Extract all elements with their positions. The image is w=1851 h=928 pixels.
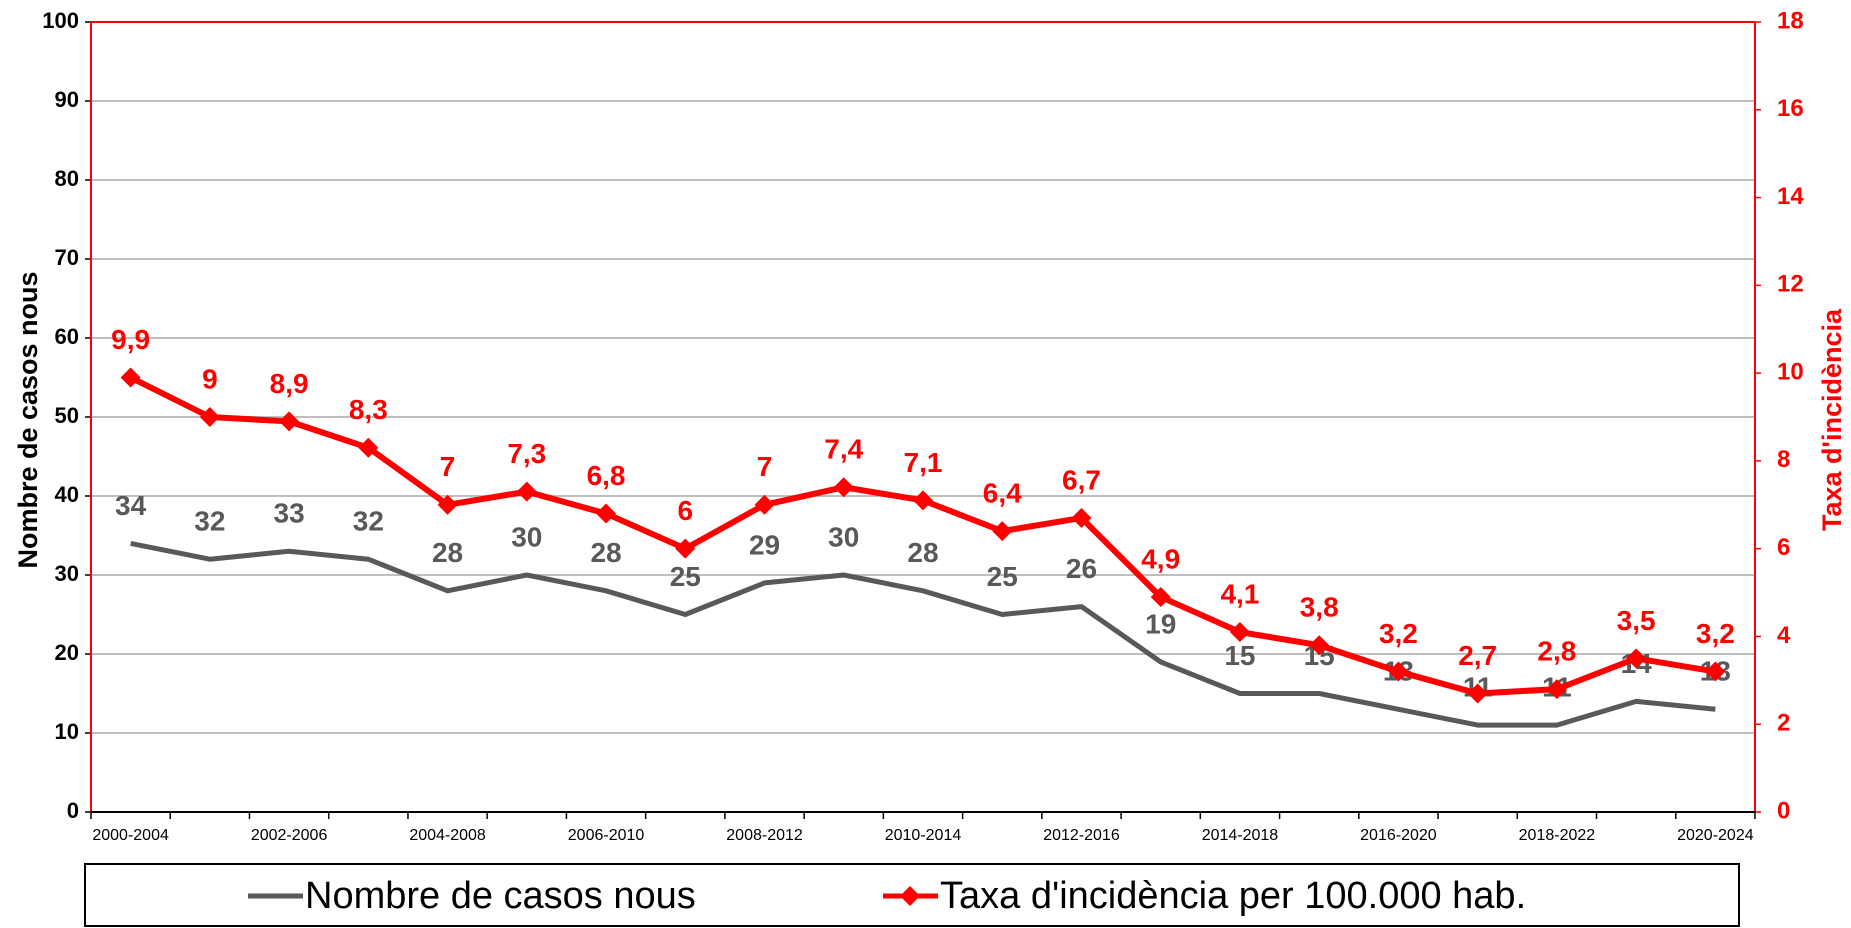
marker bbox=[1150, 586, 1171, 607]
marker bbox=[754, 494, 775, 515]
marker bbox=[1467, 683, 1488, 704]
marker bbox=[992, 521, 1013, 542]
data-label: 8,9 bbox=[270, 368, 309, 399]
marker bbox=[833, 477, 854, 498]
data-label: 6,4 bbox=[983, 478, 1022, 509]
x-tick-label: 2020-2024 bbox=[1677, 827, 1754, 844]
y2-tick-label: 0 bbox=[1777, 797, 1790, 824]
series-line bbox=[130, 540, 1716, 728]
y-tick-label: 60 bbox=[55, 324, 79, 349]
legend-label: Taxa d'incidència per 100.000 hab. bbox=[940, 875, 1526, 917]
data-label: 7 bbox=[440, 451, 456, 482]
y2-tick-label: 10 bbox=[1777, 358, 1804, 385]
marker bbox=[675, 538, 696, 559]
marker bbox=[120, 367, 141, 388]
data-label: 6,8 bbox=[587, 460, 626, 491]
marker bbox=[1071, 507, 1092, 528]
y-tick-label: 80 bbox=[55, 166, 79, 191]
data-label: 4,1 bbox=[1220, 578, 1259, 609]
y-tick-label: 100 bbox=[42, 8, 79, 33]
marker bbox=[437, 494, 458, 515]
marker bbox=[1546, 679, 1567, 700]
y2-tick-label: 18 bbox=[1777, 7, 1804, 34]
data-label: 34 bbox=[115, 490, 147, 521]
data-label: 19 bbox=[1145, 608, 1176, 639]
x-tick-label: 2002-2006 bbox=[251, 827, 328, 844]
data-label: 7,1 bbox=[904, 447, 943, 478]
marker bbox=[358, 437, 379, 458]
data-label: 7,3 bbox=[507, 438, 546, 469]
y2-axis-label: Taxa d'incidència bbox=[1817, 308, 1847, 531]
marker bbox=[516, 481, 537, 502]
x-tick-label: 2004-2008 bbox=[409, 827, 486, 844]
data-label: 4,9 bbox=[1141, 543, 1180, 574]
legend-marker bbox=[900, 886, 920, 906]
y2-tick-label: 6 bbox=[1777, 534, 1790, 561]
data-label: 2,8 bbox=[1537, 636, 1576, 667]
marker bbox=[1388, 661, 1409, 682]
data-label: 25 bbox=[987, 561, 1018, 592]
data-label: 28 bbox=[432, 537, 463, 568]
data-label: 29 bbox=[749, 529, 780, 560]
data-label: 7 bbox=[757, 451, 773, 482]
x-tick-label: 2016-2020 bbox=[1360, 827, 1437, 844]
marker bbox=[913, 490, 933, 511]
x-tick-label: 2012-2016 bbox=[1043, 827, 1120, 844]
x-tick-label: 2018-2022 bbox=[1519, 827, 1596, 844]
data-label: 6,7 bbox=[1062, 464, 1101, 495]
x-tick-label: 2006-2010 bbox=[568, 827, 645, 844]
data-label: 32 bbox=[353, 506, 384, 537]
y-tick-label: 50 bbox=[55, 403, 79, 428]
data-label: 25 bbox=[670, 561, 701, 592]
data-label: 33 bbox=[274, 498, 305, 529]
y-tick-label: 10 bbox=[55, 719, 79, 744]
marker bbox=[1705, 661, 1726, 682]
y2-tick-label: 12 bbox=[1777, 271, 1804, 298]
data-label: 9,9 bbox=[111, 324, 150, 355]
x-tick-label: 2010-2014 bbox=[885, 827, 962, 844]
data-label: 3,5 bbox=[1617, 605, 1656, 636]
data-label: 6 bbox=[677, 495, 693, 526]
y-axis-label: Nombre de casos nous bbox=[13, 271, 43, 568]
data-label: 3,8 bbox=[1300, 592, 1339, 623]
data-label: 30 bbox=[828, 521, 859, 552]
y-tick-label: 70 bbox=[55, 245, 79, 270]
y2-tick-label: 2 bbox=[1777, 710, 1790, 737]
y2-tick-label: 8 bbox=[1777, 446, 1790, 473]
marker bbox=[1229, 622, 1250, 643]
y2-tick-label: 16 bbox=[1777, 95, 1804, 122]
marker bbox=[199, 407, 220, 427]
y-tick-label: 90 bbox=[55, 87, 79, 112]
data-label: 3,2 bbox=[1696, 618, 1735, 649]
data-label: 2,7 bbox=[1458, 640, 1497, 671]
y-tick-label: 0 bbox=[67, 798, 79, 823]
data-label: 3,2 bbox=[1379, 618, 1418, 649]
marker bbox=[1626, 648, 1647, 669]
marker bbox=[596, 503, 617, 524]
data-label: 32 bbox=[194, 506, 225, 537]
x-tick-label: 2014-2018 bbox=[1202, 827, 1279, 844]
y2-tick-label: 14 bbox=[1777, 183, 1804, 210]
data-label: 28 bbox=[590, 537, 621, 568]
data-label: 30 bbox=[511, 521, 542, 552]
data-label: 9 bbox=[202, 363, 218, 394]
y-tick-label: 30 bbox=[55, 561, 79, 586]
x-tick-label: 2000-2004 bbox=[92, 827, 169, 844]
marker bbox=[279, 411, 300, 432]
data-label: 28 bbox=[907, 537, 938, 568]
data-label: 15 bbox=[1224, 640, 1255, 671]
data-label: 8,3 bbox=[349, 394, 388, 425]
y-tick-label: 40 bbox=[55, 482, 79, 507]
y2-tick-label: 4 bbox=[1777, 622, 1791, 649]
y-tick-label: 20 bbox=[55, 640, 79, 665]
marker bbox=[1309, 635, 1330, 656]
x-tick-label: 2008-2012 bbox=[726, 827, 803, 844]
legend-label: Nombre de casos nous bbox=[305, 875, 696, 917]
data-label: 7,4 bbox=[824, 434, 863, 465]
data-label: 26 bbox=[1066, 553, 1097, 584]
